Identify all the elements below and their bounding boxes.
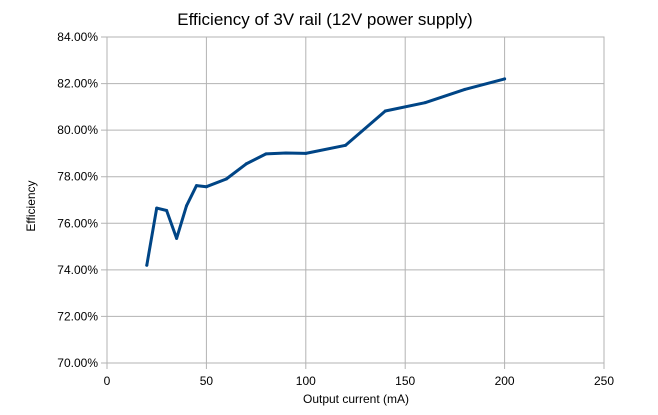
y-tick-label: 70.00% bbox=[57, 356, 98, 370]
x-axis-ticks: 0 50 100 150 200 250 bbox=[104, 374, 615, 388]
data-point bbox=[264, 152, 268, 156]
grid-lines bbox=[101, 36, 605, 369]
y-tick-label: 78.00% bbox=[57, 170, 98, 184]
series-layer bbox=[145, 77, 507, 267]
data-point bbox=[155, 206, 159, 210]
data-point bbox=[224, 177, 228, 181]
y-axis-label: Efficiency bbox=[24, 180, 38, 231]
x-tick-label: 150 bbox=[395, 374, 415, 388]
y-tick-label: 80.00% bbox=[57, 123, 98, 137]
data-point bbox=[194, 184, 198, 188]
data-point bbox=[344, 143, 348, 147]
y-tick-label: 82.00% bbox=[57, 77, 98, 91]
x-axis-label: Output current (mA) bbox=[303, 392, 409, 406]
data-point bbox=[284, 151, 288, 155]
data-point bbox=[503, 77, 507, 81]
y-tick-label: 74.00% bbox=[57, 263, 98, 277]
x-tick-label: 200 bbox=[495, 374, 515, 388]
chart-title: Efficiency of 3V rail (12V power supply) bbox=[177, 10, 472, 29]
y-axis-ticks: 70.00% 72.00% 74.00% 76.00% 78.00% 80.00% 82.0… bbox=[57, 30, 98, 370]
data-point bbox=[304, 151, 308, 155]
y-tick-label: 72.00% bbox=[57, 309, 98, 323]
data-point bbox=[383, 109, 387, 113]
x-tick-label: 0 bbox=[104, 374, 111, 388]
data-point bbox=[244, 162, 248, 166]
series-line-0 bbox=[145, 77, 507, 267]
data-point bbox=[145, 263, 149, 267]
y-tick-label: 84.00% bbox=[57, 30, 98, 44]
data-point bbox=[175, 236, 179, 240]
data-point bbox=[423, 101, 427, 105]
x-tick-label: 250 bbox=[594, 374, 614, 388]
plot-area bbox=[106, 36, 605, 364]
data-point bbox=[463, 87, 467, 91]
data-point bbox=[204, 185, 208, 189]
y-tick-label: 76.00% bbox=[57, 216, 98, 230]
data-point bbox=[165, 208, 169, 212]
x-tick-label: 50 bbox=[200, 374, 214, 388]
x-tick-label: 100 bbox=[296, 374, 316, 388]
data-point bbox=[185, 204, 189, 208]
